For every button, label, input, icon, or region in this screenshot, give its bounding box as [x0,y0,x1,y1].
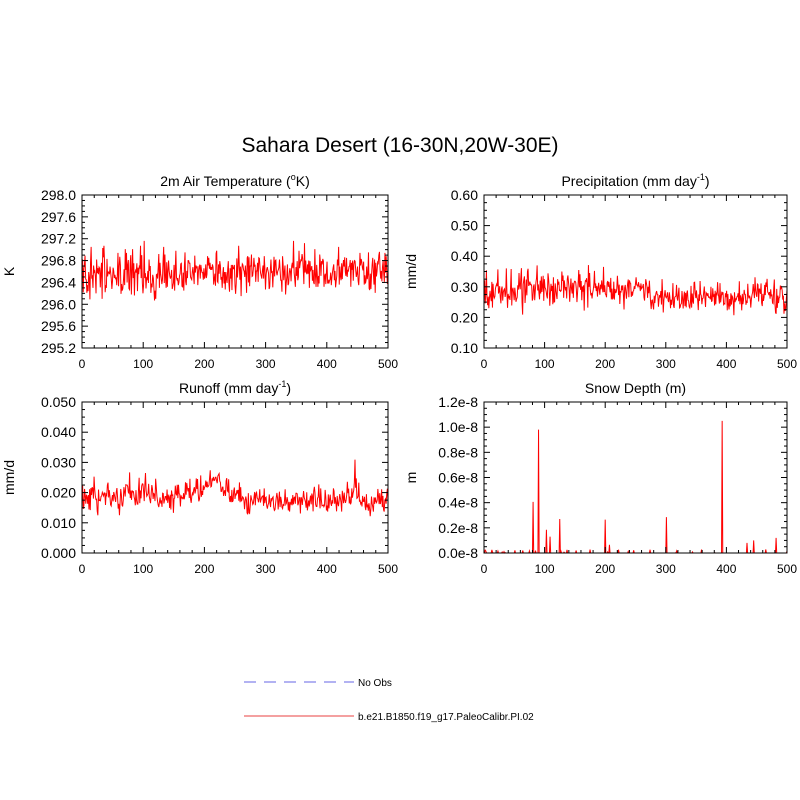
y-tick-label: 0.040 [41,424,76,440]
figure-title: Sahara Desert (16-30N,20W-30E) [241,134,558,157]
y-tick-label: 298.0 [41,187,76,203]
x-tick-label: 200 [194,357,214,371]
x-tick-label: 400 [716,357,736,371]
panel-title: Runoff (mm day-1) [179,379,291,396]
chart-panel-0: 0 100 200 300 400 500 295.2 295.6 296.0 296.4 296.… [1,172,398,371]
series-line-0 [483,265,788,316]
x-tick-label: 200 [194,562,214,576]
x-tick-label: 0 [79,357,86,371]
y-tick-label: 0.8e-8 [438,444,478,460]
chart-panel-3: 0 100 200 300 400 500 0.0e-8 0.2e-8 0.4e-8 0.6e-8… [403,380,797,576]
panel-title-main: Precipitation (mm day [561,173,696,189]
panel-title-main: Snow Depth (m) [585,380,686,396]
y-tick-label: 295.2 [41,340,76,356]
y-tick-label: 296.0 [41,296,76,312]
y-tick-label: 0.30 [451,279,478,295]
legend: No Obs b.e21.B1850.f19_g17.PaleoCalibr.PI… [244,678,534,723]
y-tick-label: 297.2 [41,231,76,247]
panel-title-main: 2m Air Temperature ( [160,173,291,189]
panel-title-superscript: -1 [278,379,286,389]
panel-title-end: ) [286,380,291,396]
y-tick-label: 297.6 [41,209,76,225]
x-tick-label: 100 [535,357,555,371]
y-tick-label: 0.0e-8 [438,545,478,561]
y-tick-label: 296.8 [41,253,76,269]
y-tick-label: 0.6e-8 [438,470,478,486]
x-tick-label: 100 [133,562,153,576]
y-axis-label: mm/d [403,254,419,289]
chart-panel-2: 0 100 200 300 400 500 0.000 0.010 0.020 0.030 0.04… [1,379,398,576]
y-tick-label: 1.0e-8 [438,419,478,435]
panel-title-end: K) [296,173,310,189]
x-tick-label: 100 [133,357,153,371]
x-tick-label: 400 [317,562,337,576]
y-tick-label: 0.50 [451,218,478,234]
y-tick-label: 0.020 [41,485,76,501]
y-axis-label: m [403,472,419,484]
y-tick-label: 0.010 [41,515,76,531]
y-tick-label: 295.6 [41,318,76,334]
x-tick-label: 300 [256,357,276,371]
y-tick-label: 0.4e-8 [438,495,478,511]
x-tick-label: 500 [777,562,797,576]
x-tick-label: 200 [595,357,615,371]
y-axis-label: mm/d [1,460,17,495]
y-tick-label: 0.2e-8 [438,520,478,536]
panels-group: 0 100 200 300 400 500 295.2 295.6 296.0 296.4 296.… [1,172,797,576]
panel-title: 2m Air Temperature (oK) [160,172,309,189]
x-tick-label: 400 [317,357,337,371]
x-tick-label: 0 [481,562,488,576]
y-tick-label: 1.2e-8 [438,394,478,410]
x-tick-label: 500 [777,357,797,371]
panel-title: Snow Depth (m) [585,380,686,396]
y-axis-label: K [1,266,17,276]
y-tick-label: 0.40 [451,248,478,264]
panel-title-main: Runoff (mm day [179,380,278,396]
legend-label-1: b.e21.B1850.f19_g17.PaleoCalibr.PI.02 [358,712,534,723]
panel-title-end: ) [705,173,710,189]
y-tick-label: 296.4 [41,274,76,290]
chart-panel-1: 0 100 200 300 400 500 0.10 0.20 0.30 0.40 0.50 0.60… [403,172,797,371]
x-tick-label: 300 [656,562,676,576]
series-line-0 [81,240,389,301]
series-line-0 [81,459,389,517]
x-tick-label: 300 [256,562,276,576]
x-tick-label: 400 [716,562,736,576]
y-tick-label: 0.20 [451,309,478,325]
y-tick-label: 0.050 [41,394,76,410]
y-tick-label: 0.000 [41,545,76,561]
legend-label-0: No Obs [358,678,392,689]
y-tick-label: 0.030 [41,454,76,470]
panel-title-superscript: o [291,172,296,182]
x-tick-label: 500 [378,357,398,371]
y-tick-label: 0.10 [451,340,478,356]
y-tick-label: 0.60 [451,187,478,203]
x-tick-label: 500 [378,562,398,576]
x-tick-label: 300 [656,357,676,371]
x-tick-label: 100 [535,562,555,576]
x-tick-label: 200 [595,562,615,576]
panel-title: Precipitation (mm day-1) [561,172,709,189]
x-tick-label: 0 [481,357,488,371]
panel-title-superscript: -1 [697,172,705,182]
x-tick-label: 0 [79,562,86,576]
